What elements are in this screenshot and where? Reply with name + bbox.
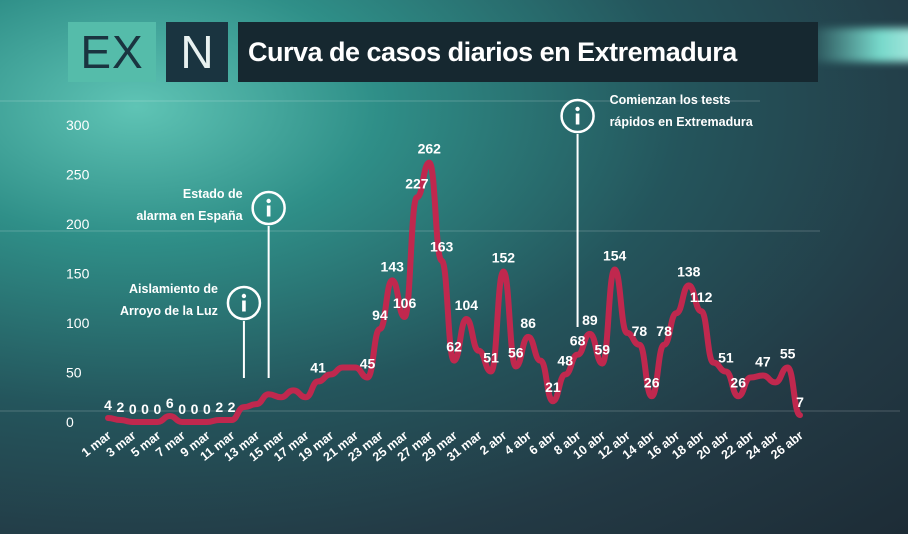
data-label: 94 xyxy=(372,307,388,323)
info-icon-stem xyxy=(266,205,271,217)
data-label: 106 xyxy=(393,295,417,311)
info-icon-dot xyxy=(575,106,580,112)
data-label: 41 xyxy=(310,359,326,375)
info-icon xyxy=(560,98,595,134)
data-label: 0 xyxy=(154,401,162,417)
data-label: 6 xyxy=(166,395,174,411)
x-tick-label: 6 abr xyxy=(527,428,559,458)
data-label: 163 xyxy=(430,239,454,255)
data-label: 78 xyxy=(656,323,672,339)
decorative-streak xyxy=(0,410,900,412)
data-label: 48 xyxy=(557,352,573,368)
annotation-text: Aislamiento de xyxy=(129,282,218,296)
annotation-text: alarma en España xyxy=(136,209,243,223)
data-label: 0 xyxy=(203,401,211,417)
data-label: 21 xyxy=(545,379,561,395)
info-icon-dot xyxy=(266,198,271,204)
data-label: 104 xyxy=(455,297,479,313)
title-background xyxy=(238,22,818,82)
data-label: 51 xyxy=(483,350,499,366)
data-label: 68 xyxy=(570,333,586,349)
data-label: 2 xyxy=(116,399,124,415)
annotation-text: Comienzan los tests xyxy=(610,93,731,107)
data-label: 0 xyxy=(129,401,137,417)
info-icon xyxy=(251,190,286,226)
series-line xyxy=(105,159,803,426)
data-label: 86 xyxy=(520,315,536,331)
x-tick-label: 4 abr xyxy=(502,428,534,458)
info-icon-stem xyxy=(575,113,580,125)
decorative-streak xyxy=(0,100,760,102)
decorative-glow xyxy=(808,28,908,62)
data-label: 62 xyxy=(446,339,462,355)
info-icon xyxy=(226,285,262,321)
data-label: 55 xyxy=(780,346,796,362)
x-tick-label: 2 abr xyxy=(477,428,509,458)
data-label: 89 xyxy=(582,312,598,328)
chart-title: Curva de casos diarios en Extremadura xyxy=(248,37,737,67)
data-label: 51 xyxy=(718,350,734,366)
data-label: 143 xyxy=(381,258,405,274)
data-label: 0 xyxy=(178,401,186,417)
y-tick-label: 150 xyxy=(66,266,90,282)
data-label: 138 xyxy=(677,263,701,279)
data-label: 7 xyxy=(796,394,804,410)
y-tick-label: 50 xyxy=(66,365,82,381)
data-label: 47 xyxy=(755,353,771,369)
data-label: 112 xyxy=(690,289,713,305)
data-label: 227 xyxy=(405,175,429,191)
data-label: 4 xyxy=(104,397,112,413)
y-tick-label: 0 xyxy=(66,414,74,430)
data-label: 0 xyxy=(191,401,199,417)
data-label: 59 xyxy=(594,342,610,358)
data-label: 78 xyxy=(632,323,648,339)
annotation-text: Estado de xyxy=(183,187,243,201)
annotation-text: Arroyo de la Luz xyxy=(120,304,218,318)
y-tick-label: 100 xyxy=(66,315,90,331)
data-label: 2 xyxy=(228,399,236,415)
data-label: 56 xyxy=(508,345,524,361)
data-label: 26 xyxy=(730,374,746,390)
data-label: 26 xyxy=(644,374,660,390)
data-label: 2 xyxy=(215,399,223,415)
logo-ex: EX xyxy=(68,22,156,82)
annotation-text: rápidos en Extremadura xyxy=(610,115,754,129)
y-tick-label: 250 xyxy=(66,167,90,183)
data-label: 154 xyxy=(603,248,627,264)
info-icon-dot xyxy=(241,293,247,299)
data-label: 0 xyxy=(141,401,149,417)
info-icon-stem xyxy=(242,300,246,312)
y-tick-label: 200 xyxy=(66,216,90,232)
y-tick-label: 300 xyxy=(66,117,90,133)
data-label: 152 xyxy=(492,250,516,266)
logo-n: N xyxy=(166,22,228,82)
data-label: 45 xyxy=(360,355,376,371)
data-label: 262 xyxy=(418,141,442,157)
